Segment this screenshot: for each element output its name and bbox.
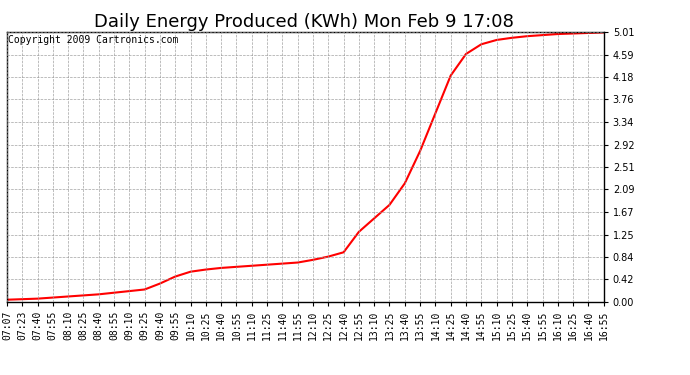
Text: Daily Energy Produced (KWh) Mon Feb 9 17:08: Daily Energy Produced (KWh) Mon Feb 9 17… bbox=[94, 13, 513, 31]
Text: Copyright 2009 Cartronics.com: Copyright 2009 Cartronics.com bbox=[8, 34, 179, 45]
